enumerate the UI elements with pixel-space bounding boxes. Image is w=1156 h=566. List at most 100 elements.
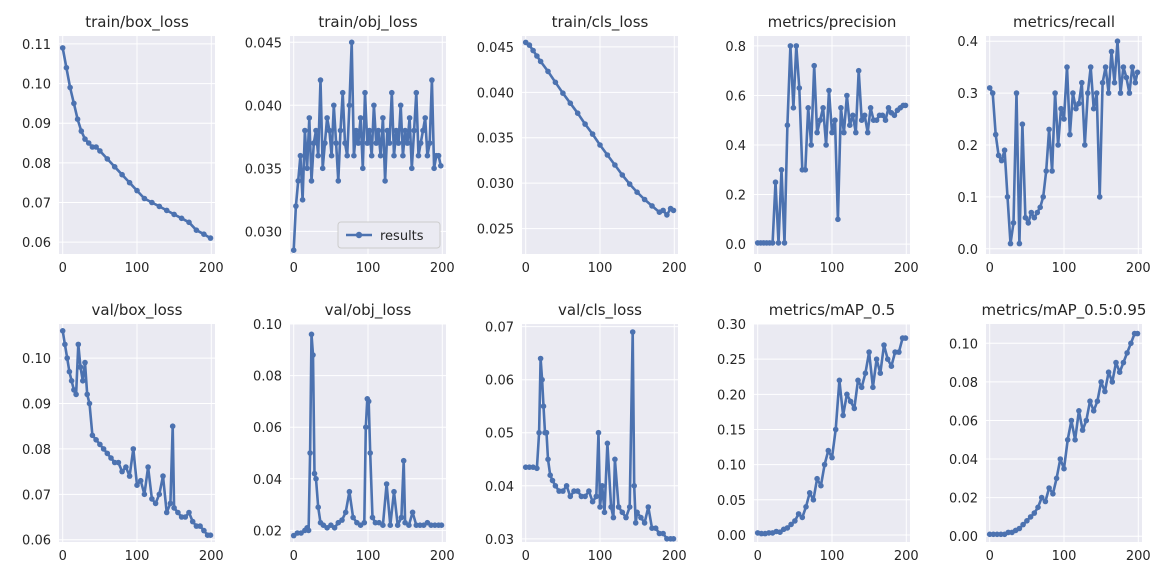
data-point (1004, 194, 1011, 200)
data-point (820, 105, 826, 111)
data-point (426, 140, 433, 146)
data-point (536, 429, 542, 436)
data-point (998, 157, 1005, 164)
data-point (795, 511, 802, 517)
data-point (393, 127, 400, 134)
data-point (104, 450, 111, 457)
y-tick-label: 0.00 (949, 530, 978, 545)
data-point (308, 178, 315, 184)
data-point (145, 464, 151, 470)
data-point (346, 488, 353, 495)
data-point (660, 530, 666, 537)
x-tick-label: 0 (522, 549, 530, 564)
data-point (560, 90, 566, 96)
data-point (855, 67, 862, 74)
data-point (1046, 126, 1052, 133)
data-point (1079, 427, 1086, 433)
y-tick-label: 0.08 (949, 376, 978, 391)
x-tick-label: 200 (1126, 549, 1151, 564)
data-point (1129, 64, 1136, 70)
data-point (841, 129, 847, 136)
data-point (438, 522, 445, 528)
data-point (1076, 100, 1082, 107)
y-tick-label: 0.00 (717, 529, 746, 544)
data-point (346, 102, 353, 109)
data-point (589, 498, 596, 505)
data-point (422, 115, 429, 121)
data-point (1058, 105, 1064, 112)
data-point (814, 475, 820, 482)
data-point (361, 519, 368, 526)
data-point (864, 129, 871, 136)
y-tick-label: 0.25 (717, 353, 746, 368)
y-tick-label: 0.10 (949, 337, 978, 352)
data-point (171, 505, 177, 511)
data-point (100, 446, 107, 452)
data-point (631, 483, 637, 489)
data-point (838, 105, 844, 111)
data-point (1037, 204, 1043, 211)
data-point (169, 423, 176, 430)
x-tick-label: 100 (125, 261, 150, 276)
data-point (84, 391, 90, 398)
data-point (574, 110, 581, 116)
data-point (1128, 340, 1134, 347)
subplot-1: 0 100 200 0.06 0.07 0.08 0.09 0.10 0.11 train/box… (22, 13, 224, 276)
data-point (873, 356, 880, 363)
data-point (353, 127, 359, 134)
data-point (814, 129, 820, 136)
data-point (293, 203, 299, 209)
data-point (645, 504, 652, 510)
data-point (534, 53, 540, 59)
data-point (369, 514, 376, 521)
y-tick-label: 0.3 (957, 87, 978, 102)
data-point (130, 446, 137, 452)
data-point (545, 68, 551, 75)
data-point (873, 117, 880, 123)
data-point (82, 359, 88, 366)
data-point (586, 488, 592, 494)
data-point (549, 477, 556, 484)
data-point (881, 342, 887, 348)
data-point (660, 207, 666, 214)
x-tick-label: 100 (356, 261, 381, 276)
data-point (335, 178, 342, 184)
data-point (123, 464, 129, 470)
y-tick-label: 0.035 (245, 162, 282, 177)
data-point (207, 235, 214, 241)
data-point (339, 517, 345, 523)
data-point (375, 127, 382, 134)
data-point (89, 432, 96, 439)
data-point (431, 165, 437, 172)
data-point (365, 398, 372, 405)
data-point (1024, 518, 1030, 524)
data-point (380, 115, 386, 121)
data-point (634, 189, 640, 195)
data-point (311, 470, 318, 477)
data-point (342, 140, 348, 146)
data-point (438, 163, 444, 169)
x-tick-label: 200 (1126, 261, 1151, 276)
y-tick-label: 0.09 (22, 397, 51, 412)
data-point (160, 473, 166, 479)
x-tick-label: 0 (986, 261, 994, 276)
data-point (802, 167, 809, 173)
data-point (1028, 209, 1035, 216)
y-tick-label: 0.10 (253, 318, 282, 333)
data-point (175, 509, 181, 516)
y-tick-label: 0.06 (22, 534, 51, 549)
data-point (67, 84, 73, 91)
data-point (313, 127, 319, 134)
data-point (840, 412, 846, 419)
data-point (141, 491, 148, 498)
data-point (641, 196, 648, 203)
data-point (207, 532, 214, 538)
data-point (1067, 131, 1073, 138)
x-tick-label: 100 (356, 549, 381, 564)
data-point (1043, 168, 1049, 174)
data-point (417, 140, 424, 146)
subplot-title: val/obj_loss (325, 301, 412, 320)
data-point (1087, 64, 1094, 70)
data-point (861, 112, 868, 119)
x-tick-label: 200 (662, 261, 687, 276)
